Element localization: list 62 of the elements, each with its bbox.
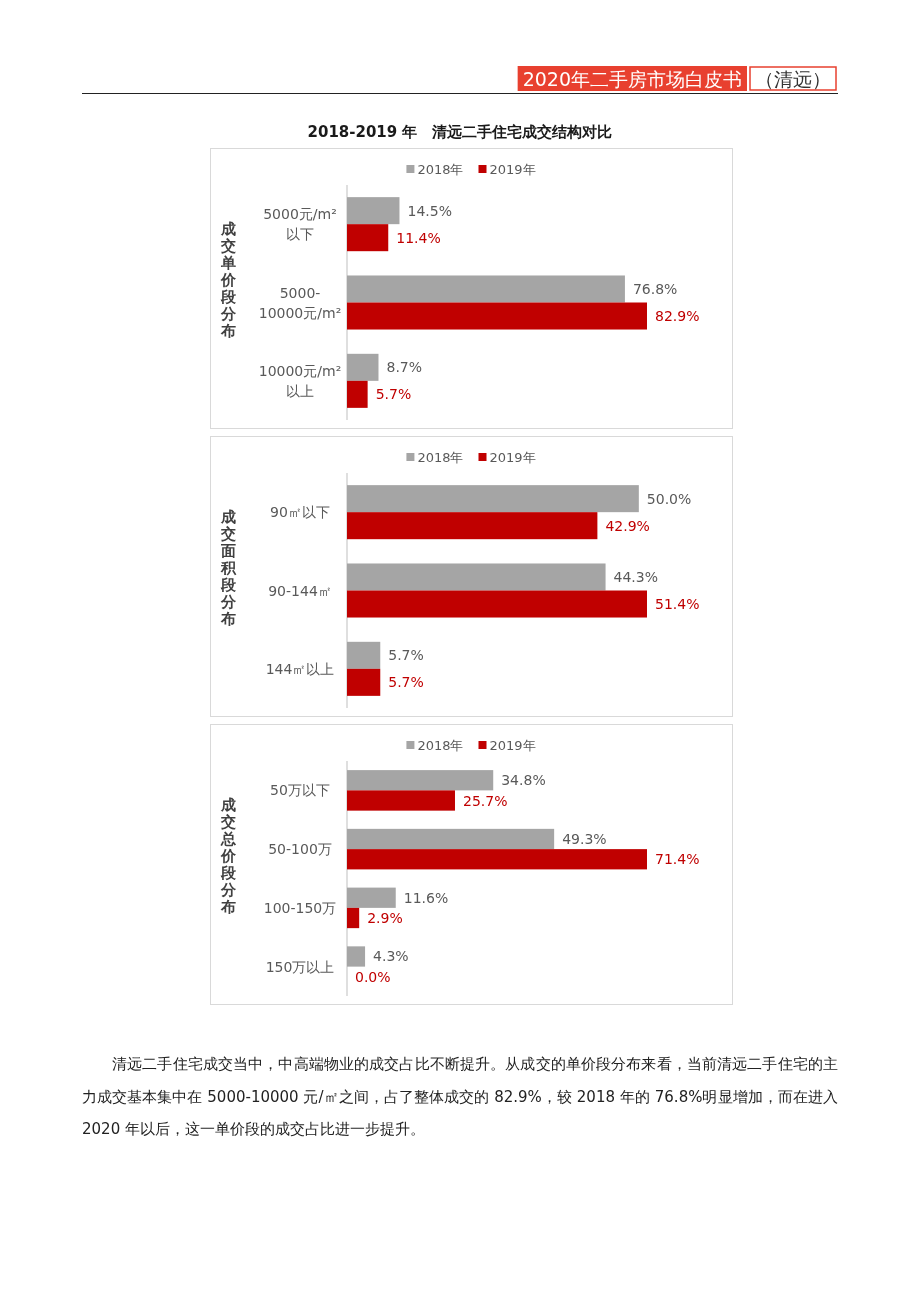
bar — [347, 302, 647, 330]
text: 清远二手住宅成交当中，中高端物业的成交占比不断提升。从成交的单价段分布来看，当前清远二手住宅的主力成交基本集中在 5000-10000 元/㎡之间，占了整体成交的 82.9%，较 2018 年的 76.8%明显增加，而在进入 2020 年以后，这一单价段的成交占比进一步提升。 — [82, 1054, 838, 1140]
data-label: 50.0% — [646, 490, 692, 507]
data-label: 14.5% — [407, 202, 452, 219]
bar — [347, 197, 400, 225]
chart-title: 2018-2019 年 清远二手住宅成交结构对比 — [307, 123, 613, 141]
y-tick-label: 144㎡以上 — [265, 660, 335, 677]
y-tick-label: 50万以下 — [270, 782, 330, 799]
data-label: 0.0% — [355, 968, 391, 985]
y-axis-title: 成交单价段分布 — [219, 219, 237, 340]
data-label: 25.7% — [462, 792, 508, 809]
bar — [347, 563, 606, 591]
legend-label: 2018年 — [417, 737, 464, 753]
y-tick-label: 150万以上 — [265, 958, 335, 975]
legend-label: 2018年 — [417, 449, 464, 465]
bar — [347, 512, 598, 540]
bar — [347, 849, 647, 870]
bar — [347, 790, 455, 811]
data-label: 2.9% — [367, 910, 403, 927]
y-tick-label: 90-144㎡ — [268, 582, 332, 599]
bar — [347, 224, 389, 252]
data-label: 76.8% — [632, 280, 678, 297]
bar — [347, 353, 379, 381]
data-label: 5.7% — [388, 647, 424, 664]
bar — [347, 887, 396, 908]
y-tick-label: 5000元/m² 以下 — [263, 206, 337, 243]
bar — [347, 770, 494, 791]
data-label: 4.3% — [373, 948, 409, 965]
legend-label: 2018年 — [417, 161, 464, 177]
data-label: 51.4% — [655, 596, 700, 613]
data-label: 82.9% — [655, 308, 700, 325]
bar — [347, 946, 366, 967]
data-label: 11.4% — [396, 229, 441, 246]
legend-label: 2019年 — [489, 161, 536, 177]
data-label: 42.9% — [605, 517, 650, 534]
bar — [347, 275, 625, 303]
data-label: 11.6% — [403, 889, 449, 906]
data-label: 49.3% — [562, 830, 607, 847]
y-tick-label: 50-100万 — [268, 841, 332, 858]
bar — [347, 828, 555, 850]
bar — [347, 907, 360, 929]
bar — [347, 590, 647, 618]
text: 2020年二手房市场白皮书 — [522, 68, 742, 90]
data-label: 8.7% — [386, 359, 423, 376]
y-tick-label: 5000- 10000元/m² — [258, 284, 342, 321]
legend-label: 2019年 — [489, 449, 536, 465]
legend-label: 2019年 — [489, 737, 536, 753]
y-tick-label: 10000元/m² 以上 — [258, 362, 342, 399]
data-label: 5.7% — [375, 386, 412, 403]
y-tick-label: 90㎡以下 — [270, 504, 330, 521]
y-axis-title: 成交面积段分布 — [219, 507, 237, 628]
bar — [347, 668, 381, 696]
y-tick-label: 100-150万 — [263, 899, 337, 916]
data-label: 5.7% — [388, 674, 424, 691]
data-label: 71.4% — [655, 851, 700, 868]
bar — [347, 641, 381, 669]
data-label: 44.3% — [613, 568, 659, 585]
y-axis-title: 成交总价段分布 — [219, 795, 237, 916]
bar — [347, 380, 368, 408]
data-label: 34.8% — [501, 772, 546, 789]
text: （清远） — [755, 68, 831, 90]
bar — [347, 485, 639, 513]
